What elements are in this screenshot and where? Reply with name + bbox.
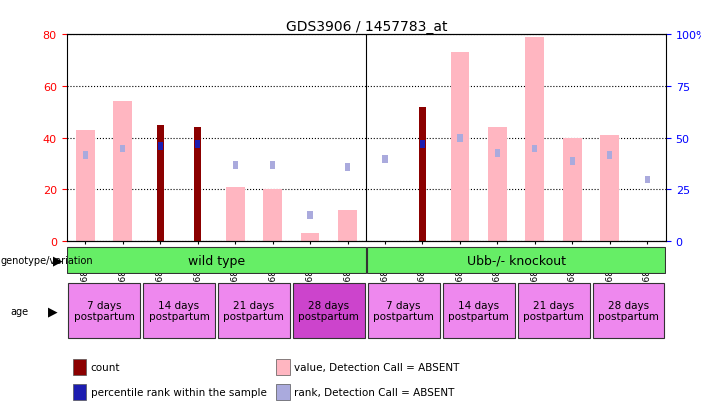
Bar xyxy=(195,141,200,148)
Text: 7 days
postpartum: 7 days postpartum xyxy=(74,300,135,322)
Bar xyxy=(563,138,582,242)
Bar xyxy=(120,145,125,153)
Text: 14 days
postpartum: 14 days postpartum xyxy=(448,300,509,322)
Bar xyxy=(570,158,575,166)
Text: value, Detection Call = ABSENT: value, Detection Call = ABSENT xyxy=(294,362,460,372)
Text: ▶: ▶ xyxy=(53,254,63,267)
Bar xyxy=(368,283,440,338)
Bar xyxy=(293,283,365,338)
Text: count: count xyxy=(90,362,120,372)
Bar xyxy=(600,136,619,242)
Bar xyxy=(67,248,365,273)
Text: age: age xyxy=(11,306,29,316)
Bar xyxy=(488,128,507,242)
Bar xyxy=(345,164,350,172)
Bar xyxy=(276,359,290,375)
Bar xyxy=(419,107,426,242)
Bar xyxy=(218,283,290,338)
Bar xyxy=(420,141,425,148)
Bar xyxy=(276,385,290,401)
Bar xyxy=(495,150,500,157)
Bar xyxy=(526,38,544,242)
Bar xyxy=(270,162,275,170)
Text: 7 days
postpartum: 7 days postpartum xyxy=(374,300,434,322)
Text: genotype/variation: genotype/variation xyxy=(1,256,93,266)
Text: percentile rank within the sample: percentile rank within the sample xyxy=(90,387,266,397)
Bar xyxy=(443,283,515,338)
Bar xyxy=(226,188,245,242)
Bar xyxy=(382,156,388,164)
Text: Ubb-/- knockout: Ubb-/- knockout xyxy=(467,254,566,267)
Bar xyxy=(607,152,613,159)
Text: ▶: ▶ xyxy=(48,304,57,317)
Bar xyxy=(143,283,215,338)
Bar xyxy=(517,283,590,338)
Bar xyxy=(114,102,132,242)
Bar xyxy=(68,283,140,338)
Bar xyxy=(451,53,469,242)
Text: 28 days
postpartum: 28 days postpartum xyxy=(299,300,359,322)
Bar xyxy=(73,385,86,401)
Text: rank, Detection Call = ABSENT: rank, Detection Call = ABSENT xyxy=(294,387,455,397)
Text: 28 days
postpartum: 28 days postpartum xyxy=(598,300,659,322)
Bar xyxy=(308,211,313,219)
Bar xyxy=(301,234,320,242)
Bar xyxy=(83,152,88,159)
Text: 14 days
postpartum: 14 days postpartum xyxy=(149,300,210,322)
Bar xyxy=(73,359,86,375)
Bar xyxy=(367,248,665,273)
Bar xyxy=(233,162,238,170)
Bar xyxy=(157,126,163,242)
Bar xyxy=(76,131,95,242)
Text: 21 days
postpartum: 21 days postpartum xyxy=(224,300,285,322)
Bar xyxy=(532,145,538,153)
Bar xyxy=(338,211,357,242)
Bar xyxy=(457,135,463,143)
Title: GDS3906 / 1457783_at: GDS3906 / 1457783_at xyxy=(285,20,447,34)
Bar xyxy=(645,176,650,184)
Bar xyxy=(592,283,665,338)
Text: wild type: wild type xyxy=(188,254,245,267)
Bar xyxy=(194,128,201,242)
Text: 21 days
postpartum: 21 days postpartum xyxy=(523,300,584,322)
Bar xyxy=(158,143,163,150)
Bar xyxy=(264,190,282,242)
